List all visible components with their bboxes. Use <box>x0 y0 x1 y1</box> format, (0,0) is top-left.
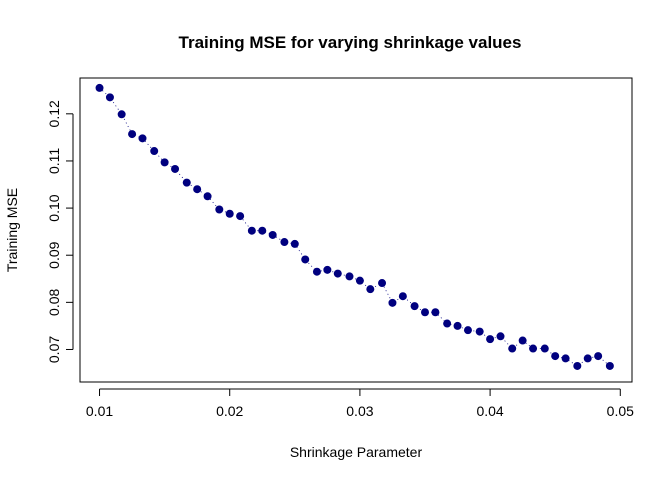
data-point <box>431 308 440 317</box>
data-point <box>247 226 256 235</box>
data-point <box>529 344 538 353</box>
plot-frame <box>79 77 633 383</box>
data-point <box>203 192 212 201</box>
data-point <box>345 272 354 281</box>
y-tick-label: 0.10 <box>46 194 62 221</box>
data-point <box>388 298 397 307</box>
data-point <box>268 230 277 239</box>
data-point <box>193 185 202 194</box>
data-point <box>475 327 484 336</box>
y-axis-label: Training MSE <box>4 188 20 272</box>
data-point <box>594 352 603 361</box>
data-point <box>160 158 169 167</box>
data-point <box>323 265 332 274</box>
data-point <box>355 276 364 285</box>
data-point <box>573 361 582 370</box>
data-point <box>551 352 560 361</box>
y-tick-label: 0.12 <box>46 100 62 127</box>
data-point <box>410 302 419 311</box>
data-point <box>605 361 614 370</box>
chart-title: Training MSE for varying shrinkage value… <box>179 33 522 52</box>
x-axis-label: Shrinkage Parameter <box>290 444 423 460</box>
data-point <box>150 147 159 156</box>
data-point <box>398 292 407 301</box>
data-point <box>95 83 104 92</box>
data-point <box>583 354 592 363</box>
data-point <box>280 238 289 247</box>
x-tick-label: 0.05 <box>607 403 634 419</box>
y-axis: 0.07 0.08 0.09 0.10 0.11 0.12 <box>46 100 74 363</box>
data-point <box>301 255 310 264</box>
data-point <box>378 279 387 288</box>
data-point <box>508 344 517 353</box>
y-tick-label: 0.08 <box>46 289 62 316</box>
data-point <box>215 205 224 214</box>
data-point <box>333 269 342 278</box>
x-axis: 0.01 0.02 0.03 0.04 0.05 <box>86 388 634 419</box>
data-point <box>453 321 462 330</box>
data-point <box>518 336 527 345</box>
y-tick-label: 0.11 <box>46 148 62 174</box>
data-point <box>540 344 549 353</box>
data-point <box>443 319 452 328</box>
data-point <box>128 130 137 139</box>
data-point <box>182 178 191 187</box>
data-point <box>463 326 472 335</box>
data-point <box>561 354 570 363</box>
x-tick-label: 0.03 <box>346 403 373 419</box>
data-point <box>421 308 429 317</box>
series-points <box>95 83 614 370</box>
data-point <box>117 110 126 119</box>
data-point <box>225 209 234 218</box>
x-tick-label: 0.04 <box>476 403 503 419</box>
y-tick-label: 0.09 <box>46 241 62 268</box>
y-tick-label: 0.07 <box>46 336 62 363</box>
x-tick-label: 0.02 <box>216 403 243 419</box>
data-point <box>105 93 114 102</box>
data-point <box>258 226 267 235</box>
data-point <box>171 164 180 173</box>
series-line <box>99 87 611 367</box>
data-point <box>312 267 321 276</box>
data-point <box>496 332 505 341</box>
data-point <box>290 239 299 248</box>
series-path <box>99 87 611 367</box>
data-point <box>366 285 375 294</box>
x-tick-label: 0.01 <box>86 403 113 419</box>
data-point <box>138 134 147 143</box>
data-point <box>236 212 245 221</box>
data-point <box>486 335 495 344</box>
